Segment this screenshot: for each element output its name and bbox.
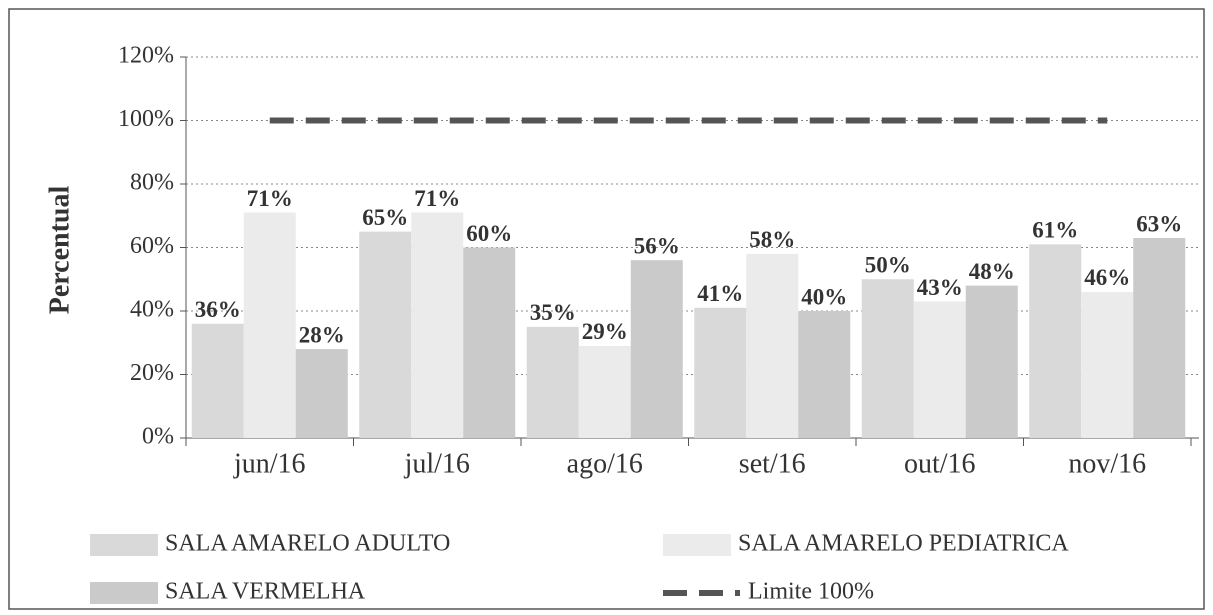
- bar: [1133, 237, 1186, 438]
- bar: [798, 311, 851, 438]
- legend-label: SALA AMARELO PEDIATRICA: [738, 531, 1069, 557]
- x-tick-label: set/16: [739, 448, 806, 479]
- bar: [1029, 244, 1082, 438]
- chart-border: [8, 8, 1205, 610]
- y-tick-label: 120%: [118, 43, 174, 69]
- data-label: 71%: [247, 186, 293, 211]
- x-tick-label: out/16: [904, 448, 976, 479]
- bar: [411, 212, 464, 438]
- legend-label: Limite 100%: [748, 579, 874, 605]
- data-label: 50%: [865, 253, 911, 278]
- y-tick-label: 80%: [130, 170, 174, 196]
- data-label: 63%: [1136, 211, 1182, 236]
- x-tick-label: ago/16: [567, 448, 643, 479]
- bar: [191, 323, 244, 438]
- legend-label: SALA AMARELO ADULTO: [165, 531, 450, 557]
- y-tick-label: 40%: [130, 297, 174, 323]
- data-label: 40%: [801, 284, 847, 309]
- bar: [243, 212, 296, 438]
- bar: [694, 307, 747, 438]
- y-tick-label: 100%: [118, 106, 174, 132]
- data-label: 58%: [749, 227, 795, 252]
- data-label: 71%: [414, 186, 460, 211]
- bar: [913, 301, 966, 438]
- data-label: 29%: [582, 319, 628, 344]
- y-tick-label: 0%: [142, 424, 174, 450]
- bar: [578, 345, 631, 438]
- data-label: 46%: [1084, 265, 1130, 290]
- x-tick-label: jul/16: [404, 448, 470, 479]
- y-tick-label: 60%: [130, 233, 174, 259]
- data-label: 56%: [634, 233, 680, 258]
- y-axis-label: Percentual: [44, 186, 75, 315]
- bar: [965, 285, 1018, 438]
- bar: [359, 231, 412, 438]
- x-tick-label: jun/16: [233, 448, 306, 479]
- data-label: 28%: [299, 322, 345, 347]
- bar: [1081, 291, 1134, 438]
- bar: [630, 260, 683, 438]
- data-label: 65%: [362, 205, 408, 230]
- legend-swatch: [90, 582, 158, 604]
- data-label: 48%: [969, 259, 1015, 284]
- bar: [463, 247, 516, 438]
- data-label: 61%: [1032, 218, 1078, 243]
- bar: [746, 253, 799, 438]
- data-label: 41%: [697, 281, 743, 306]
- bar: [526, 326, 579, 438]
- bar: [295, 349, 348, 438]
- data-label: 60%: [466, 221, 512, 246]
- bar: [861, 279, 914, 438]
- data-label: 35%: [530, 300, 576, 325]
- x-tick-label: nov/16: [1068, 448, 1146, 479]
- y-tick-label: 20%: [130, 360, 174, 386]
- data-label: 43%: [917, 275, 963, 300]
- legend-swatch: [90, 534, 158, 556]
- legend-label: SALA VERMELHA: [165, 579, 366, 605]
- data-label: 36%: [195, 297, 241, 322]
- legend-swatch: [663, 534, 731, 556]
